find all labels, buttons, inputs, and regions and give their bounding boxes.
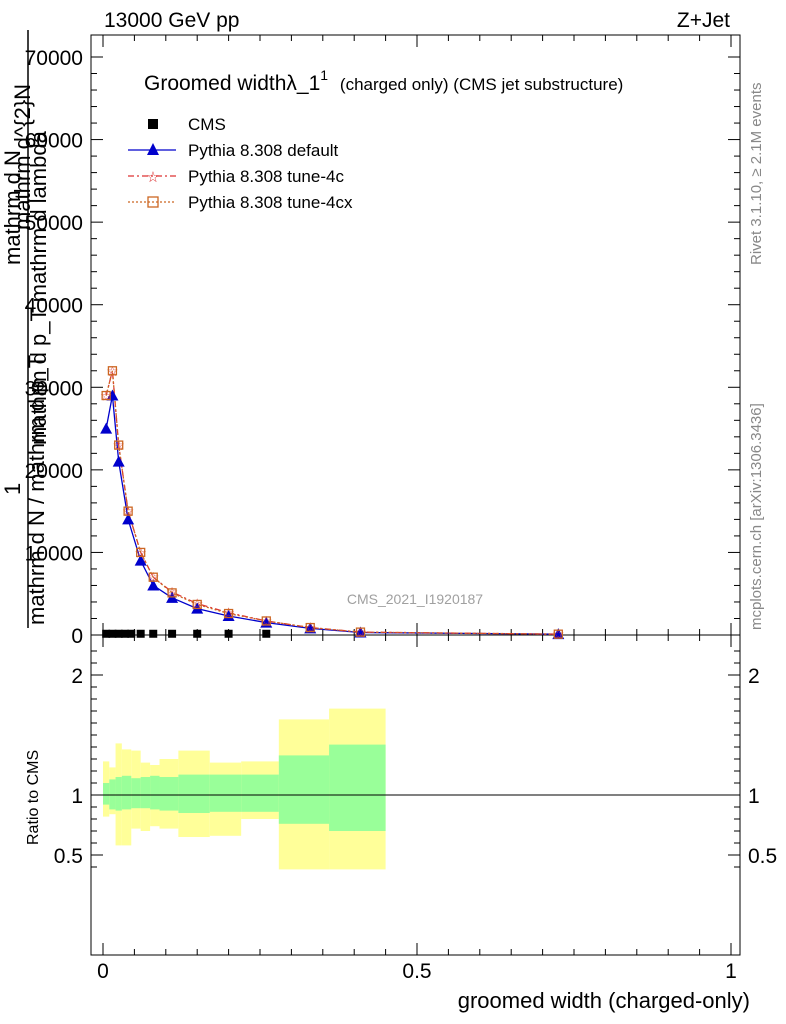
data-point-tune4cx xyxy=(261,616,271,626)
x-axis-label: groomed width (charged-only) xyxy=(458,988,750,1013)
legend: CMS Pythia 8.308 default ☆ Pythia 8.308 … xyxy=(128,115,353,212)
x-tick-label: 0.5 xyxy=(402,960,431,983)
ratio-band-inner xyxy=(131,778,141,809)
data-point-default xyxy=(147,579,160,591)
y-tick-label: 60000 xyxy=(25,130,83,153)
data-point-cms xyxy=(262,629,271,638)
data-point-default xyxy=(134,554,147,566)
data-point-cms xyxy=(224,629,233,638)
data-point-tune4cx xyxy=(553,629,563,639)
y-tick-label: 70000 xyxy=(25,47,83,70)
legend-marker-default xyxy=(147,143,159,155)
y-tick-label: 20000 xyxy=(25,460,83,483)
data-point-cms xyxy=(149,629,158,638)
data-point-cms xyxy=(108,629,117,638)
legend-label-default: Pythia 8.308 default xyxy=(188,141,339,160)
y-tick-label: 10000 xyxy=(25,542,83,565)
data-point-default xyxy=(304,622,317,634)
ratio-band-inner xyxy=(278,755,330,824)
legend-label-cms: CMS xyxy=(188,115,226,134)
data-point-cms xyxy=(114,629,123,638)
title-subtext: (charged only) (CMS jet substructure) xyxy=(340,75,623,94)
ylabel-fraction2-numerator: mathrm d^{2}N xyxy=(10,84,35,230)
ratio-y-tick-label: 2 xyxy=(71,665,83,688)
header-right-label: Z+Jet xyxy=(677,9,730,32)
data-point-cms xyxy=(168,629,177,638)
y-tick-label: 40000 xyxy=(25,295,83,318)
mcplots-label: mcplots.cern.ch [arXiv:1306.3436] xyxy=(748,403,765,630)
data-point-tune4cx xyxy=(123,506,133,516)
ratio-band-inner xyxy=(115,777,122,811)
ratio-y-tick-label: 1 xyxy=(71,785,83,808)
data-point-tune4cx xyxy=(136,547,146,558)
ylabel-fraction2-denominator: mathrm d p_T mathrm d lambda xyxy=(26,130,51,445)
data-point-default xyxy=(112,455,125,467)
data-point-tune4cx xyxy=(101,390,111,401)
data-point-tune4cx xyxy=(114,440,124,450)
legend-marker-cms xyxy=(148,119,158,129)
ratio-band-inner xyxy=(109,779,116,810)
ratio-band-inner xyxy=(150,775,160,810)
data-point-default xyxy=(100,422,113,434)
legend-label-tune4cx: Pythia 8.308 tune-4cx xyxy=(188,193,353,212)
plot-title: Groomed widthλ_11 (charged only) (CMS je… xyxy=(144,62,623,95)
x-tick-label: 1 xyxy=(725,960,737,983)
ratio-y-axis-label: Ratio to CMS xyxy=(25,750,42,845)
ratio-y-tick-label-right: 1 xyxy=(748,785,760,808)
main-y-axis-label: 1 mathrm d N mathrm d N / mathrm d p_T m… xyxy=(0,30,51,628)
data-point-cms xyxy=(136,629,145,638)
ratio-band-inner xyxy=(329,744,386,831)
data-point-default xyxy=(354,626,367,638)
main-axis-ticks: 0 10000 20000 30000 40000 50000 60000 70000 xyxy=(25,35,740,648)
legend-marker-tune4cx xyxy=(147,196,159,208)
data-point-default xyxy=(552,628,565,640)
ratio-bands xyxy=(103,708,386,870)
ratio-band-inner xyxy=(159,777,179,811)
ratio-band-inner xyxy=(178,774,210,813)
ylabel-numerator: mathrm d N xyxy=(0,150,25,265)
data-point-cms xyxy=(193,629,202,638)
data-point-tune4c: ☆ xyxy=(191,596,204,612)
ratio-y-tick-label-right: 2 xyxy=(748,665,760,688)
y-tick-label: 50000 xyxy=(25,212,83,235)
data-point-default xyxy=(106,389,119,401)
data-point-tune4c: ☆ xyxy=(222,605,235,621)
ylabel-top: 1 xyxy=(0,483,25,495)
data-point-tune4cx xyxy=(192,599,202,610)
ratio-band-inner xyxy=(209,774,242,812)
ratio-band-inner xyxy=(103,783,110,805)
ratio-band-inner xyxy=(121,775,132,810)
analysis-watermark: CMS_2021_I1920187 xyxy=(347,591,483,607)
header-left-label: 13000 GeV pp xyxy=(104,9,239,32)
data-point-tune4cx xyxy=(148,572,158,582)
ratio-y-tick-label-right: 0.5 xyxy=(748,845,777,868)
data-point-cms xyxy=(127,629,136,638)
series-markers: ☆☆☆☆☆☆☆☆☆☆ ☆ ☆ ☆ xyxy=(100,363,565,642)
data-point-tune4c: ☆ xyxy=(166,584,179,600)
legend-marker-tune4c: ☆ xyxy=(146,169,159,186)
legend-label-tune4c: Pythia 8.308 tune-4c xyxy=(188,167,344,186)
ratio-y-tick-label: 0.5 xyxy=(54,845,83,868)
data-point-cms xyxy=(120,629,129,638)
ratio-band-inner xyxy=(140,777,151,809)
title-main: Groomed widthλ_1 xyxy=(144,72,320,95)
data-point-default xyxy=(222,610,235,622)
y-tick-label: 30000 xyxy=(25,377,83,400)
data-point-tune4cx xyxy=(223,608,234,619)
y-tick-label: 0 xyxy=(71,625,83,648)
ratio-axis-ticks: 0.5 0.5 1 1 2 2 0 0.5 1 xyxy=(54,635,777,983)
rivet-label: Rivet 3.1.10, ≥ 2.1M events xyxy=(748,83,765,266)
x-tick-label: 0 xyxy=(97,960,109,983)
data-point-cms xyxy=(102,629,111,638)
data-point-tune4cx xyxy=(305,622,315,633)
ratio-band-inner xyxy=(241,774,279,812)
data-point-default xyxy=(122,513,135,525)
data-point-tune4cx xyxy=(107,366,118,376)
title-superscript: 1 xyxy=(320,67,328,83)
data-point-tune4cx xyxy=(167,588,177,598)
data-point-tune4cx xyxy=(355,627,366,637)
